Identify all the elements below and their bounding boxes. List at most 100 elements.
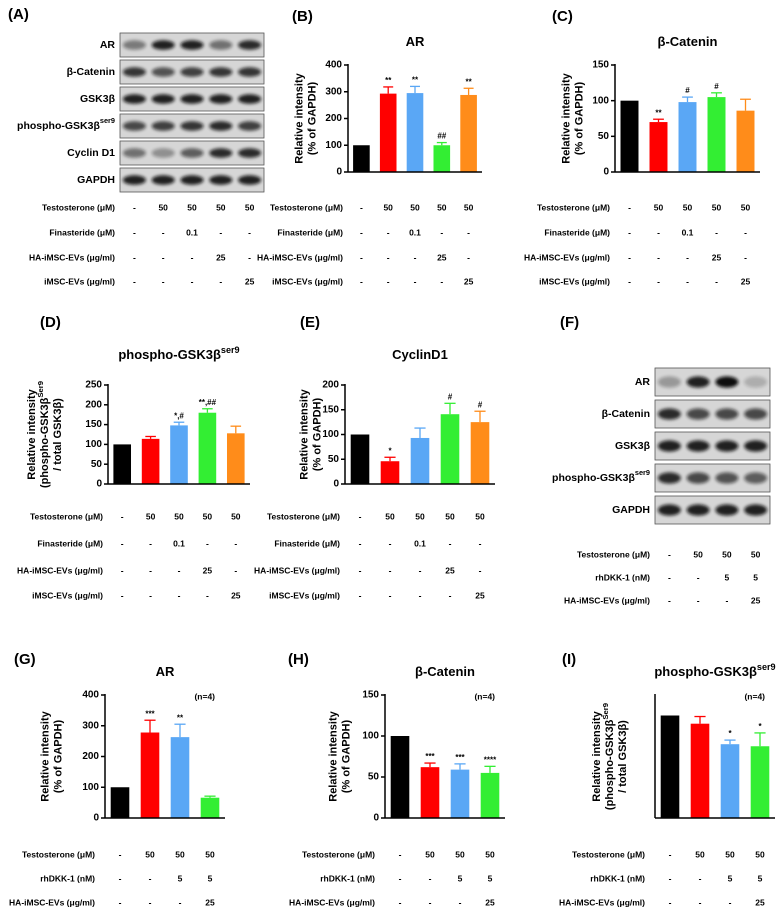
- y-axis-label: / total GSK3β): [617, 720, 629, 793]
- error-bar: [653, 118, 664, 123]
- significance-label: *,#: [174, 411, 184, 420]
- protein-label-sup: ser9: [635, 468, 650, 477]
- treatment-name: HA-iMSC-EVs (μg/ml): [257, 252, 343, 262]
- protein-label: β-Catenin: [67, 66, 115, 78]
- blot-band: [686, 472, 710, 484]
- treatment-level: -: [133, 202, 136, 212]
- treatment-level: 25: [755, 897, 765, 907]
- treatment-level: -: [686, 252, 689, 262]
- blot-band: [686, 440, 710, 452]
- y-tick-label: 0: [96, 479, 102, 490]
- y-axis-label: Relative intensity: [39, 710, 51, 801]
- treatment-name: Testosterone (μM): [42, 202, 115, 212]
- y-axis-label: / total GSK3β): [52, 398, 64, 471]
- blot-band: [151, 40, 175, 50]
- protein-label-text: GAPDH: [612, 504, 650, 516]
- treatment-level: -: [133, 227, 136, 237]
- y-axis-label: Relative intensity: [327, 710, 339, 801]
- y-axis-label-text: Relative intensity: [298, 388, 310, 479]
- treatment-level: -: [121, 565, 124, 575]
- treatment-level: -: [360, 252, 363, 262]
- treatment-level: 50: [464, 202, 474, 212]
- error-bar: [230, 425, 242, 434]
- y-tick-label: 100: [325, 140, 342, 151]
- treatment-name: iMSC-EVs (μg/ml): [539, 276, 610, 286]
- protein-label: phospho-GSK3βser9: [17, 116, 115, 131]
- treatment-level: -: [669, 873, 672, 883]
- treatment-level: -: [121, 538, 124, 548]
- y-tick-label: 250: [85, 380, 102, 391]
- treatment-level: -: [248, 252, 251, 262]
- chart-title: AR: [406, 34, 425, 49]
- treatment-level: 5: [178, 873, 183, 883]
- treatment-level: -: [697, 572, 700, 582]
- treatment-level: -: [699, 873, 702, 883]
- treatment-level: 25: [203, 565, 213, 575]
- treatment-level: -: [121, 511, 124, 521]
- treatment-name: Testosterone (μM): [577, 549, 650, 559]
- treatment-level: 50: [216, 202, 226, 212]
- treatment-level: -: [219, 276, 222, 286]
- bar: [170, 425, 188, 484]
- blot-band: [657, 408, 681, 420]
- protein-label: phospho-GSK3βser9: [552, 468, 650, 483]
- treatment-level: -: [359, 538, 362, 548]
- treatment-level: 5: [753, 572, 758, 582]
- blot-band: [180, 121, 204, 131]
- significance-label: **: [465, 77, 472, 86]
- bar: [226, 433, 245, 484]
- treatment-level: -: [119, 897, 122, 907]
- blot-band: [744, 376, 768, 388]
- treatment-level: -: [162, 252, 165, 262]
- blot-band: [151, 121, 175, 131]
- treatment-level: -: [628, 276, 631, 286]
- treatment-level: -: [389, 590, 392, 600]
- blot-band: [686, 376, 710, 388]
- y-tick-label: 200: [322, 380, 339, 391]
- treatment-name: HA-iMSC-EVs (μg/ml): [564, 595, 650, 605]
- bar: [198, 412, 217, 484]
- significance-label: #: [685, 86, 690, 95]
- error-bar: [384, 456, 396, 462]
- protein-label-text: phospho-GSK3β: [17, 120, 100, 132]
- y-axis-label-text: (phospho-GSK3β: [604, 719, 616, 810]
- protein-label-text: β-Catenin: [602, 408, 650, 420]
- y-axis-label-text: Relative intensity: [327, 710, 339, 801]
- treatment-level: -: [360, 276, 363, 286]
- error-bar: [740, 98, 751, 111]
- treatment-level: -: [414, 252, 417, 262]
- blot-band: [151, 94, 175, 104]
- blot-band: [686, 408, 710, 420]
- treatment-name: Testosterone (μM): [302, 849, 375, 859]
- treatment-level: -: [360, 202, 363, 212]
- treatment-level: 50: [383, 202, 393, 212]
- blot-band: [657, 472, 681, 484]
- blot-band: [744, 472, 768, 484]
- treatment-level: -: [657, 227, 660, 237]
- treatment-level: -: [697, 595, 700, 605]
- blot-band: [657, 440, 681, 452]
- treatment-name: rhDKK-1 (nM): [595, 572, 650, 582]
- treatment-level: -: [248, 227, 251, 237]
- treatment-level: -: [234, 565, 237, 575]
- y-tick-label: 100: [85, 439, 102, 450]
- blot-band: [715, 504, 739, 516]
- error-bar: [145, 435, 156, 439]
- treatment-level: -: [440, 276, 443, 286]
- treatment-level: -: [449, 538, 452, 548]
- treatment-level: -: [119, 849, 122, 859]
- chart-title: β-Catenin: [658, 34, 718, 49]
- bar: [440, 414, 460, 484]
- treatment-name: Finasteride (μM): [277, 227, 343, 237]
- treatment-level: 50: [683, 202, 693, 212]
- treatment-level: -: [206, 590, 209, 600]
- chart-title-text: β-Catenin: [658, 34, 718, 49]
- bar: [110, 787, 130, 818]
- error-bar: [410, 85, 420, 94]
- bar: [170, 737, 190, 818]
- y-tick-label: 0: [336, 167, 342, 178]
- significance-label: *: [728, 729, 732, 738]
- bar: [720, 744, 740, 818]
- treatment-name: HA-iMSC-EVs (μg/ml): [254, 565, 340, 575]
- significance-label: #: [714, 82, 719, 91]
